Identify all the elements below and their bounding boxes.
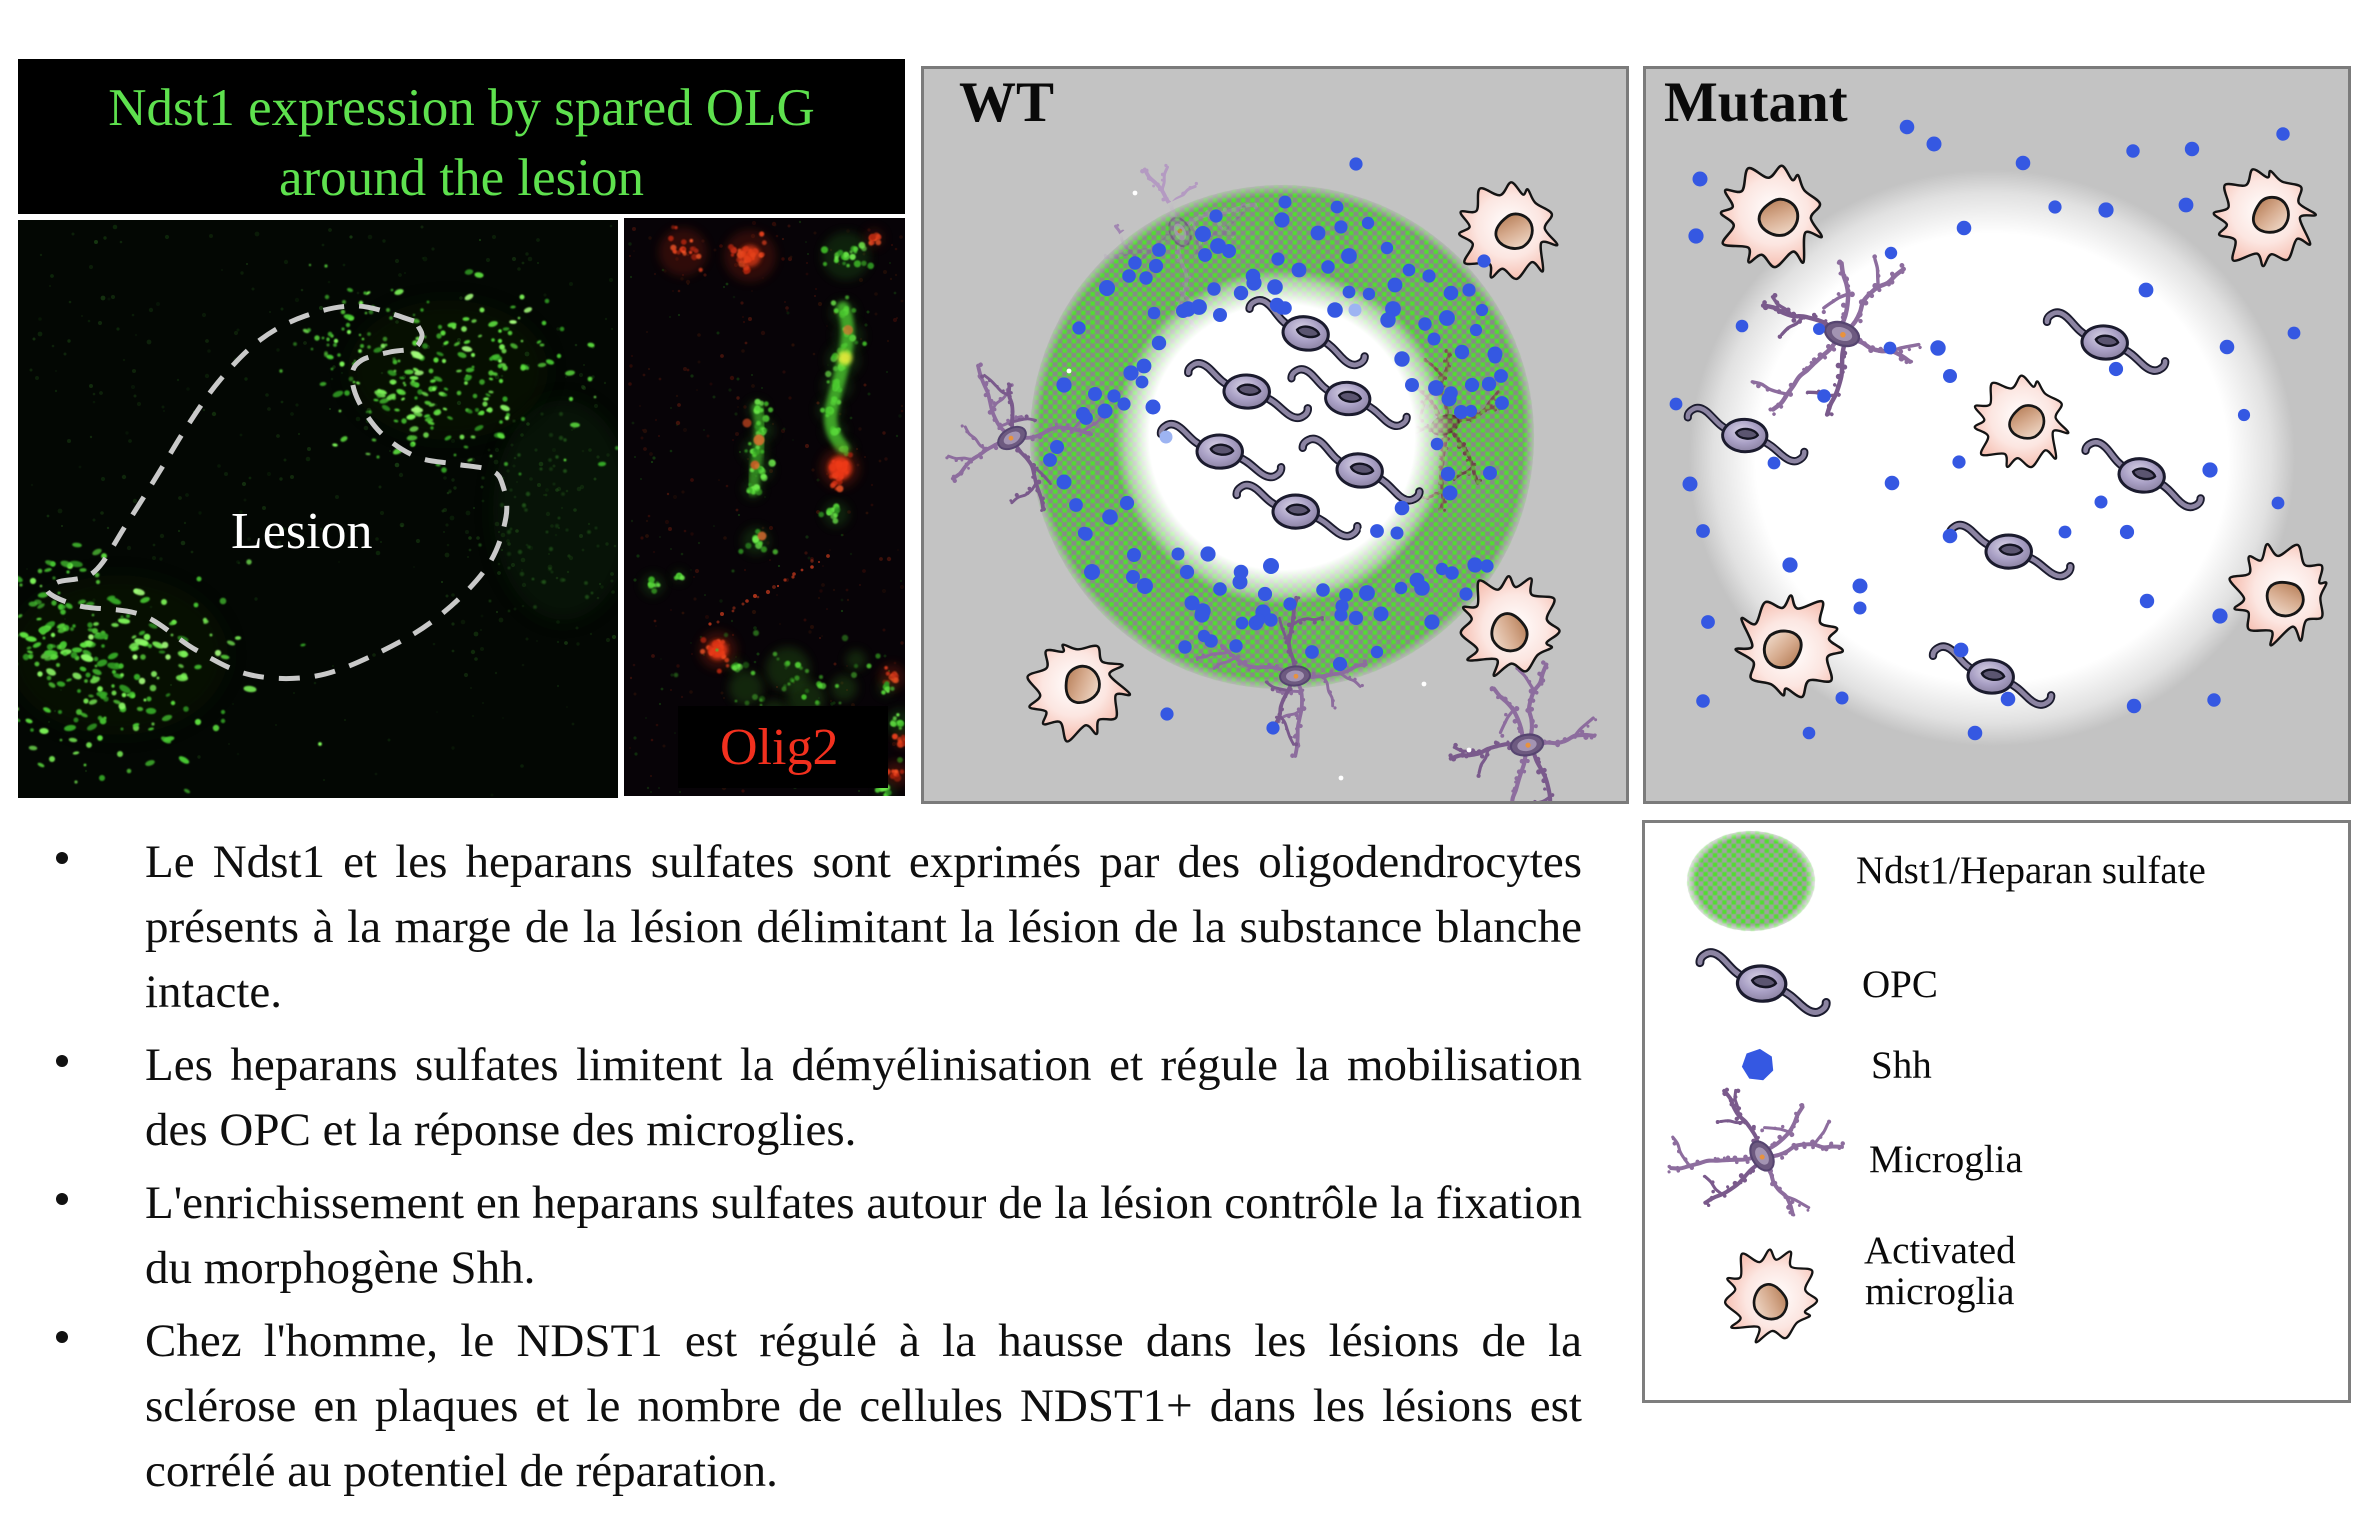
svg-text:microglia: microglia xyxy=(1865,1270,2014,1313)
svg-text:OPC: OPC xyxy=(1862,963,1938,1006)
svg-text:Activated: Activated xyxy=(1864,1229,2016,1272)
svg-text:Mutant: Mutant xyxy=(1664,71,1848,134)
svg-text:Shh: Shh xyxy=(1871,1044,1932,1087)
svg-text:Ndst1/Heparan sulfate: Ndst1/Heparan sulfate xyxy=(1856,849,2206,892)
svg-text:Olig2: Olig2 xyxy=(720,719,838,776)
svg-text:Lesion: Lesion xyxy=(231,503,373,560)
svg-text:WT: WT xyxy=(959,71,1054,134)
svg-text:Microglia: Microglia xyxy=(1869,1138,2023,1181)
